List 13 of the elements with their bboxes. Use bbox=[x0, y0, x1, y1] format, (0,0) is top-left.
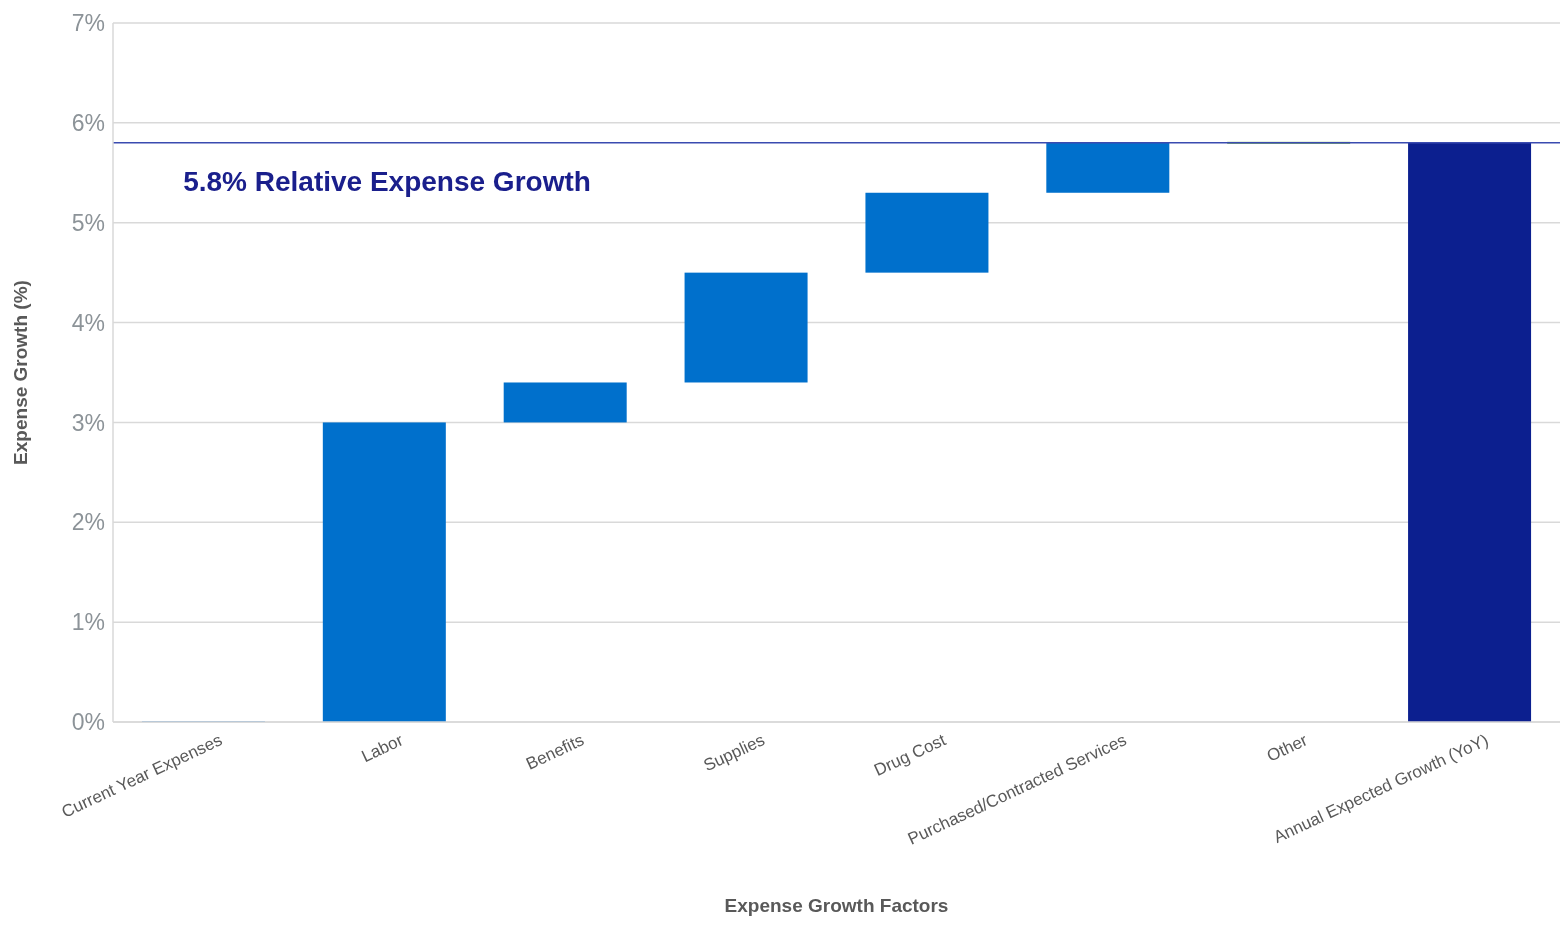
y-tick-label: 3% bbox=[71, 409, 105, 436]
y-tick-label: 4% bbox=[71, 309, 105, 336]
y-tick-label: 0% bbox=[71, 709, 105, 736]
y-axis-title: Expense Growth (%) bbox=[9, 280, 31, 465]
x-axis-title: Expense Growth Factors bbox=[724, 895, 949, 916]
x-tick-label: Other bbox=[1263, 730, 1311, 766]
x-tick-label: Labor bbox=[358, 730, 407, 766]
y-tick-label: 7% bbox=[71, 10, 105, 37]
y-tick-label: 5% bbox=[71, 209, 105, 236]
y-tick-label: 2% bbox=[71, 509, 105, 536]
ref-line-label: 5.8% Relative Expense Growth bbox=[183, 165, 591, 197]
y-tick-label: 1% bbox=[71, 609, 105, 636]
y-tick-label: 6% bbox=[71, 110, 105, 137]
